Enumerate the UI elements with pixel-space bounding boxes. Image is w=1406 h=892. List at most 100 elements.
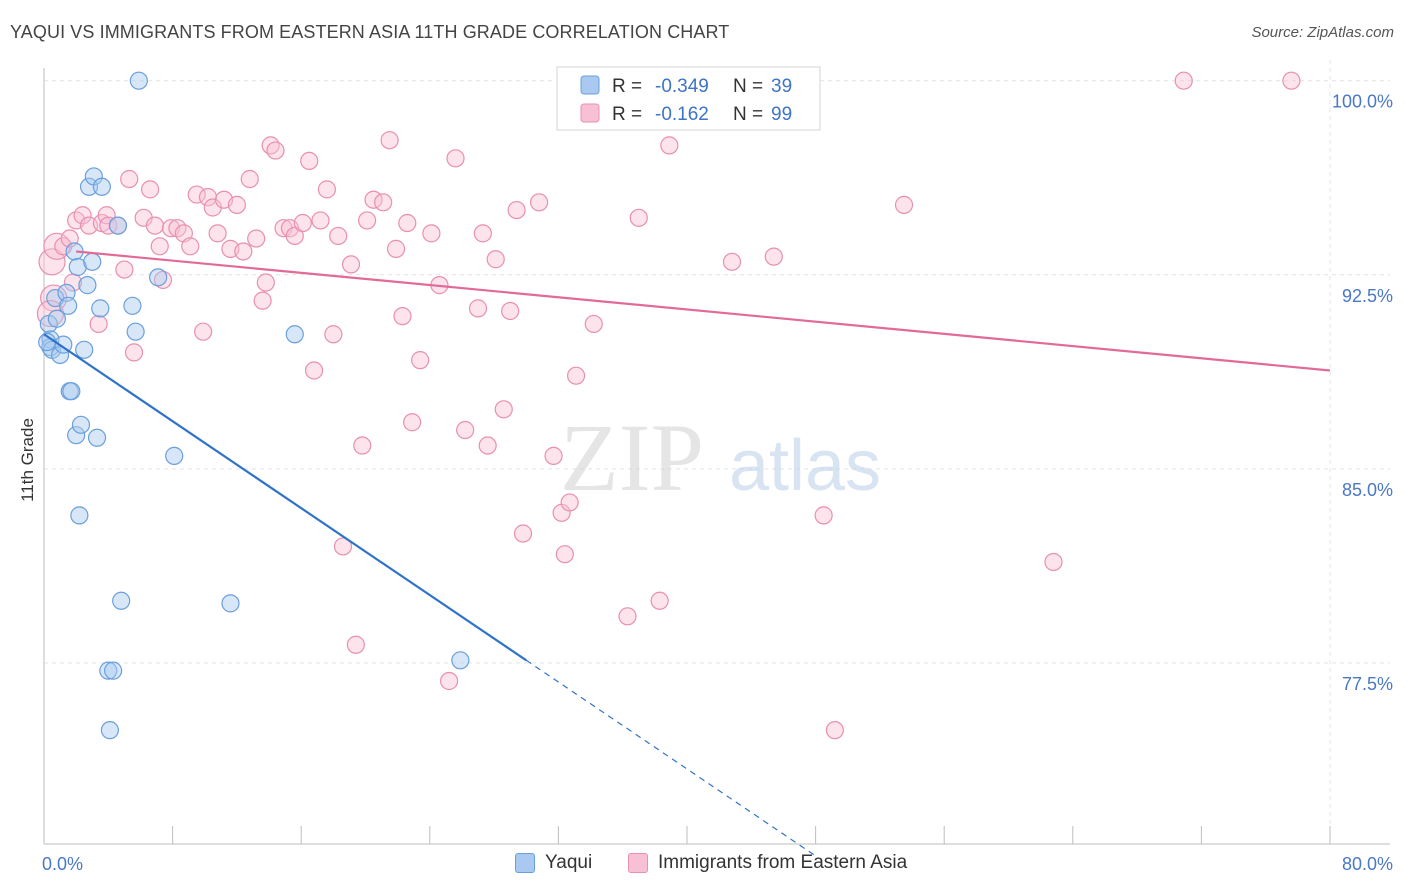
point-eastasia-96: [1174, 71, 1193, 90]
point-yaqui-29: [100, 721, 120, 740]
point-yaqui-5: [47, 309, 66, 328]
point-eastasia-58: [380, 131, 399, 150]
point-eastasia-81: [560, 493, 579, 512]
stats-legend: R = -0.349 N = 39 R = -0.162 N = 99: [556, 66, 821, 131]
point-yaqui-33: [149, 268, 168, 287]
point-yaqui-20: [83, 252, 102, 271]
point-eastasia-50: [329, 226, 348, 246]
point-eastasia-20: [150, 237, 169, 256]
point-eastasia-82: [566, 366, 586, 385]
point-eastasia-87: [650, 591, 669, 610]
legend-label-eastasia: Immigrants from Eastern Asia: [658, 852, 908, 873]
point-eastasia-40: [266, 141, 285, 160]
point-yaqui-11: [62, 382, 81, 401]
point-eastasia-47: [311, 211, 330, 230]
point-eastasia-66: [439, 671, 459, 691]
watermark-zip: ZIP: [560, 404, 704, 511]
point-eastasia-88: [660, 136, 679, 155]
point-yaqui-25: [99, 661, 118, 680]
point-eastasia-2: [43, 232, 71, 260]
point-eastasia-57: [374, 193, 393, 212]
point-eastasia-48: [317, 180, 337, 199]
point-eastasia-51: [333, 537, 353, 556]
source-label: Source: ZipAtlas.com: [1251, 24, 1394, 41]
stats-r-label-eastasia: R =: [612, 104, 642, 125]
chart-title: YAQUI VS IMMIGRANTS FROM EASTERN ASIA 11…: [10, 22, 730, 42]
point-yaqui-26: [104, 661, 123, 680]
y-axis-label: 11th Grade: [18, 418, 37, 502]
x-tick-label-1: 80.0%: [1342, 854, 1393, 874]
point-yaqui-17: [75, 340, 94, 359]
point-eastasia-68: [456, 420, 475, 440]
point-eastasia-97: [1282, 71, 1301, 90]
point-eastasia-62: [403, 413, 422, 432]
legend-item-eastasia: Immigrants from Eastern Asia: [628, 852, 907, 874]
point-eastasia-59: [386, 239, 406, 258]
point-eastasia-95: [1044, 552, 1063, 572]
point-eastasia-61: [398, 213, 417, 233]
point-eastasia-36: [247, 229, 266, 248]
point-yaqui-36: [285, 325, 304, 344]
point-eastasia-44: [293, 213, 312, 233]
legend-label-yaqui: Yaqui: [545, 852, 593, 873]
point-yaqui-28: [112, 591, 131, 610]
point-yaqui-24: [92, 177, 111, 196]
axes: [43, 68, 1390, 845]
point-yaqui-9: [59, 296, 78, 315]
point-eastasia-73: [494, 400, 513, 419]
point-eastasia-16: [124, 343, 144, 362]
point-eastasia-14: [115, 260, 134, 279]
point-eastasia-7: [73, 206, 92, 225]
point-yaqui-30: [123, 296, 142, 315]
point-eastasia-63: [411, 351, 430, 370]
point-eastasia-54: [353, 436, 372, 455]
point-eastasia-39: [261, 136, 280, 155]
point-yaqui-13: [67, 426, 86, 445]
stats-n-value-eastasia: 99: [771, 104, 792, 125]
point-eastasia-30: [208, 224, 227, 243]
point-yaqui-15: [70, 506, 89, 525]
point-eastasia-15: [120, 169, 139, 189]
point-eastasia-21: [153, 270, 173, 290]
point-eastasia-18: [140, 180, 160, 199]
point-eastasia-34: [234, 242, 253, 261]
point-eastasia-84: [618, 607, 637, 626]
point-eastasia-9: [89, 314, 108, 334]
point-yaqui-34: [165, 446, 184, 465]
stats-n-value-yaqui: 39: [771, 76, 792, 97]
point-yaqui-18: [78, 276, 97, 295]
tick-labels: 100.0% 92.5% 85.0% 77.5% 0.0% 80.0%: [42, 92, 1393, 874]
stats-n-label-yaqui: N =: [733, 76, 763, 97]
stats-r-label-yaqui: R =: [612, 76, 642, 97]
point-eastasia-77: [530, 193, 549, 212]
point-yaqui-23: [91, 299, 110, 318]
point-yaqui-14: [68, 257, 87, 277]
point-eastasia-60: [393, 307, 412, 326]
stats-swatch-eastasia: [580, 103, 600, 123]
point-yaqui-6: [50, 345, 70, 365]
point-yaqui-16: [71, 415, 91, 434]
watermark: ZIP atlas: [560, 404, 881, 511]
x-tick-label-0: 0.0%: [42, 854, 83, 874]
point-yaqui-19: [79, 177, 99, 196]
point-eastasia-74: [501, 301, 520, 321]
stats-legend-box: [556, 66, 821, 131]
point-eastasia-67: [446, 149, 465, 168]
point-eastasia-80: [555, 545, 574, 564]
trend-line-eastasia: [76, 250, 1331, 372]
point-eastasia-71: [478, 436, 497, 455]
point-eastasia-46: [304, 361, 324, 380]
point-eastasia-12: [99, 216, 118, 235]
stats-r-value-yaqui: -0.349: [655, 76, 709, 97]
point-eastasia-55: [358, 211, 377, 230]
point-yaqui-31: [126, 322, 145, 341]
y-tick-label-3: 77.5%: [1342, 674, 1393, 694]
point-eastasia-83: [584, 314, 603, 334]
point-eastasia-49: [324, 325, 343, 344]
series-legend: Yaqui Immigrants from Eastern Asia: [0, 852, 1406, 878]
watermark-atlas: atlas: [729, 426, 881, 506]
legend-swatch-yaqui: [515, 853, 535, 873]
point-yaqui-22: [87, 428, 107, 447]
point-eastasia-94: [894, 195, 914, 214]
